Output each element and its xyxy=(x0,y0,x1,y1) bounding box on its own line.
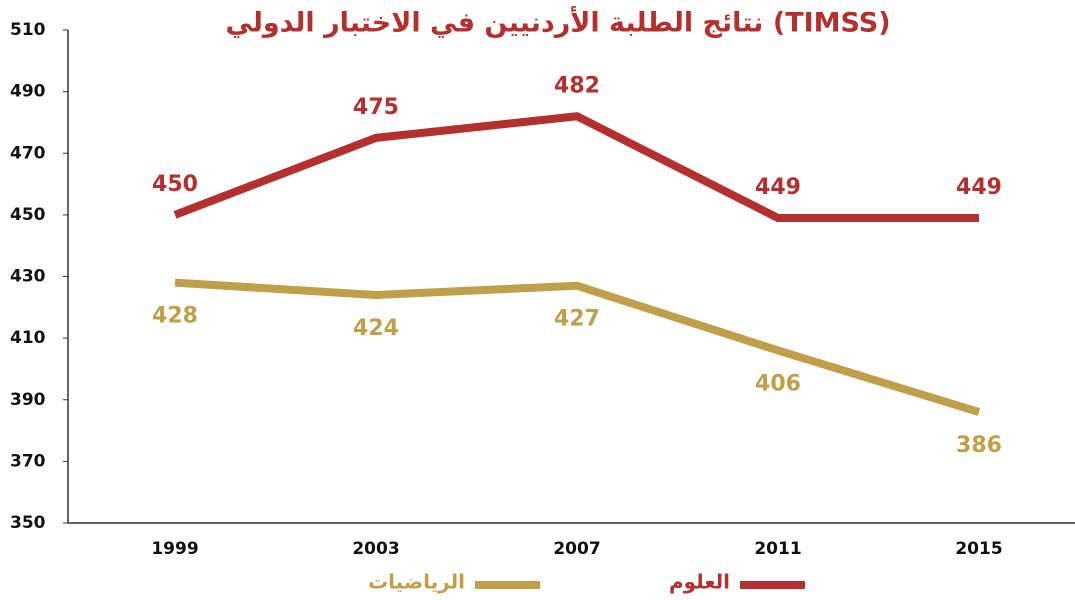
data-label: 427 xyxy=(554,307,600,332)
x-tick-label: 2015 xyxy=(955,539,1002,559)
series-line xyxy=(173,112,979,222)
data-label: 406 xyxy=(755,371,801,396)
y-tick-label: 470 xyxy=(10,143,46,163)
data-label: 449 xyxy=(755,175,801,200)
x-tick-label: 2003 xyxy=(352,539,399,559)
y-tick-label: 390 xyxy=(10,390,46,410)
series-line xyxy=(174,278,981,416)
y-tick-label: 450 xyxy=(10,205,46,225)
y-tick-label: 350 xyxy=(10,513,46,533)
data-label: 424 xyxy=(353,316,399,341)
y-tick-label: 370 xyxy=(10,451,46,471)
data-label: 475 xyxy=(353,95,399,120)
legend-label: الرياضيات xyxy=(368,570,465,594)
data-label: 386 xyxy=(956,433,1002,458)
data-label: 428 xyxy=(152,304,198,329)
chart-title: نتائج الطلبة الأردنيين في الاختبار الدول… xyxy=(225,6,890,39)
legend-label: العلوم xyxy=(669,570,730,594)
y-tick-label: 510 xyxy=(10,20,46,40)
data-label: 449 xyxy=(956,175,1002,200)
x-tick-label: 2011 xyxy=(754,539,801,559)
y-tick-label: 430 xyxy=(10,267,46,287)
x-tick-label: 2007 xyxy=(553,539,600,559)
x-tick-label: 1999 xyxy=(151,539,198,559)
data-label: 450 xyxy=(152,172,198,197)
y-tick-label: 490 xyxy=(10,82,46,102)
data-label: 482 xyxy=(554,73,600,98)
y-tick-label: 410 xyxy=(10,328,46,348)
